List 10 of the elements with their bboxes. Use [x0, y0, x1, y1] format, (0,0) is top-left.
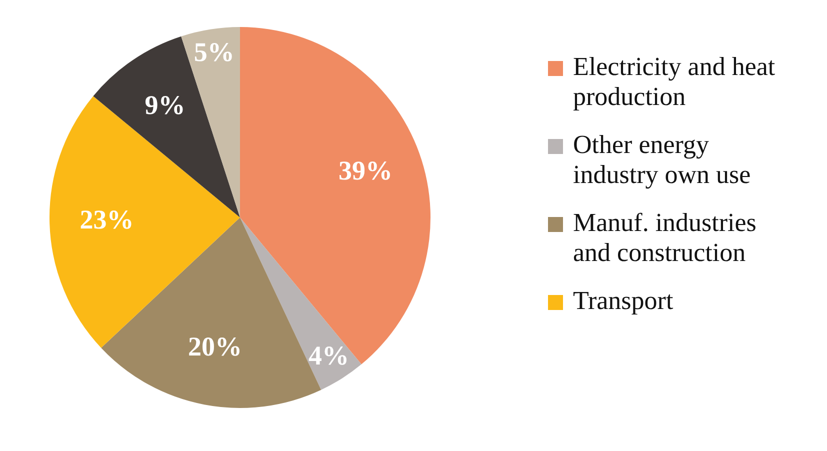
legend-label: Electricity and heat production: [573, 52, 776, 112]
data-label: 9%: [144, 90, 186, 120]
data-label: 4%: [308, 340, 350, 370]
data-label: 23%: [80, 204, 134, 235]
legend-label: Transport: [573, 286, 674, 316]
data-label: 20%: [188, 331, 242, 362]
legend-label: Manuf. industries and construction: [573, 208, 758, 268]
data-label: 5%: [194, 36, 234, 67]
legend-label: Other energy industry own use: [573, 130, 752, 190]
data-label: 39%: [338, 155, 392, 186]
